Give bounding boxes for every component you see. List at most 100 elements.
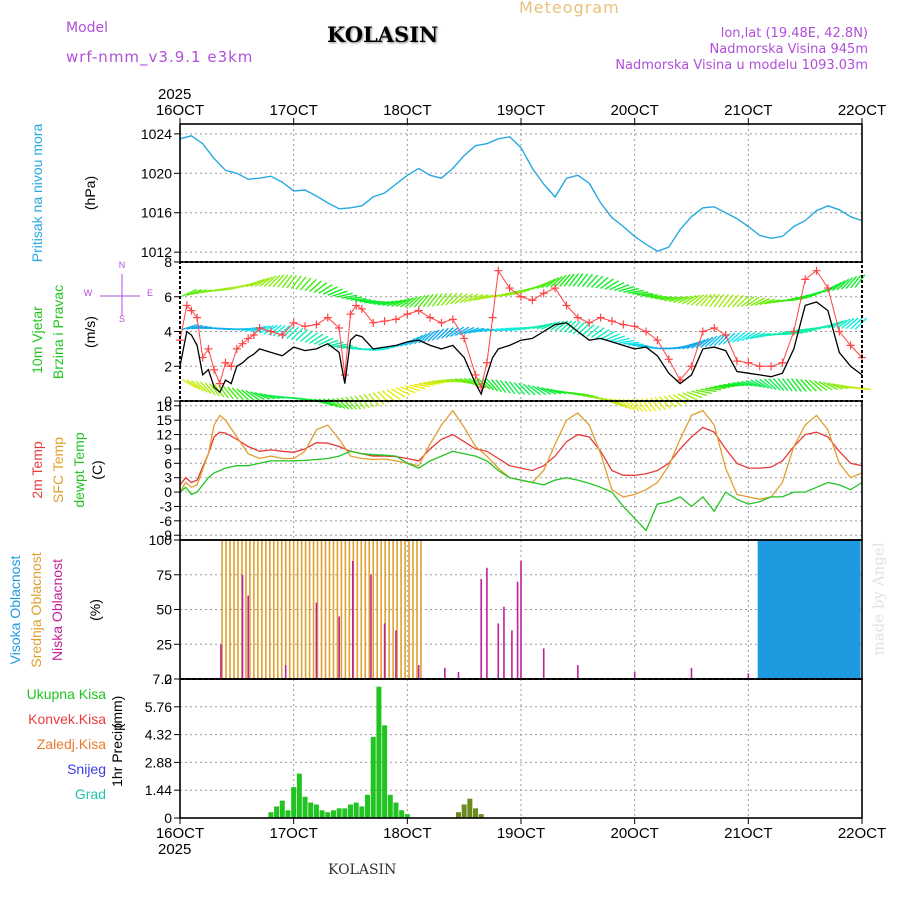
wind-vector xyxy=(391,388,406,398)
wind-vector xyxy=(414,383,431,388)
wind-vector xyxy=(577,273,589,287)
wind-gust-marker xyxy=(227,362,236,371)
wind-vector xyxy=(673,295,689,303)
wind-vector xyxy=(691,339,706,349)
wind-vector xyxy=(245,390,260,401)
wind-vector xyxy=(727,294,739,308)
wind-vector xyxy=(459,326,475,336)
wind-vector xyxy=(614,337,630,343)
wind-gust-marker xyxy=(403,310,412,319)
wind-gust-marker xyxy=(573,313,582,322)
wind-vector xyxy=(450,292,463,305)
wind-vector xyxy=(713,333,727,347)
wind-vector xyxy=(318,337,334,346)
wind-vector xyxy=(682,341,698,350)
high-cloud-bar xyxy=(798,540,803,679)
wind-vector xyxy=(700,336,714,348)
wind-vector xyxy=(372,392,385,405)
wind-gust-marker xyxy=(426,313,435,322)
y-tick-label: 7.2 xyxy=(153,671,173,687)
wind-gust-marker xyxy=(505,284,514,293)
high-cloud-bar xyxy=(812,540,817,679)
wind-vector xyxy=(500,293,517,296)
wind-vector xyxy=(845,275,858,289)
high-cloud-bar xyxy=(781,540,786,679)
precip-bar xyxy=(478,814,484,818)
wind-vector xyxy=(736,331,751,343)
y-tick-label: 1.44 xyxy=(145,782,172,798)
wind-gust-marker xyxy=(721,330,730,339)
temp-line-1 xyxy=(179,409,863,500)
wind-vector xyxy=(409,295,422,308)
precip-bar xyxy=(461,804,467,818)
wind-vector xyxy=(299,277,312,291)
wind-vector xyxy=(741,295,755,308)
wind-vector xyxy=(386,299,403,307)
high-cloud-bar xyxy=(791,540,796,679)
high-cloud-bar xyxy=(856,540,861,679)
wind-vector xyxy=(854,274,866,288)
wind-vector xyxy=(431,328,445,341)
wind-vector xyxy=(832,280,846,292)
wind-gust-marker xyxy=(517,292,525,301)
high-cloud-bar xyxy=(849,540,854,679)
wind-vector xyxy=(572,321,586,335)
y-tick-label: 6 xyxy=(164,455,172,471)
x-tick-label-top: 19OCT xyxy=(497,102,545,119)
wind-gust-marker xyxy=(244,334,253,343)
wind-vector xyxy=(377,300,394,306)
wind-vector xyxy=(804,379,817,392)
wind-vector xyxy=(423,381,440,385)
wind-vector xyxy=(481,378,495,391)
precip-legend-1: Konvek.Kisa xyxy=(28,711,106,727)
wind-vector xyxy=(600,278,614,290)
meteogram-label: Meteogram xyxy=(519,0,620,17)
wind-vector xyxy=(209,383,220,397)
y-tick-label: 1024 xyxy=(141,126,172,142)
wind-vector xyxy=(318,284,333,294)
wind-gust-marker xyxy=(187,306,196,315)
wind-vector xyxy=(382,300,398,306)
high-cloud-bar xyxy=(788,540,793,679)
wind-gust-marker xyxy=(812,266,821,275)
wind-vector xyxy=(613,283,630,292)
wind-vector xyxy=(791,297,808,300)
wind-gust-marker xyxy=(255,324,264,333)
wind-gust-marker xyxy=(278,330,287,339)
wind-vector xyxy=(727,382,744,387)
data-layer xyxy=(176,135,872,818)
wind-gust-marker xyxy=(301,322,310,331)
model-altitude-label: Nadmorska Visina u modelu 1093.03m xyxy=(615,58,868,73)
wind-vector xyxy=(386,389,401,400)
wind-vector xyxy=(327,288,343,296)
axis-label: (m/s) xyxy=(82,316,98,348)
y-tick-label: 1012 xyxy=(141,244,172,260)
y-tick-label: -9 xyxy=(160,527,173,543)
wind-gust-marker xyxy=(801,275,810,284)
wind-vector xyxy=(581,273,594,288)
precip-bar xyxy=(319,810,325,818)
wind-vector xyxy=(341,294,358,299)
wind-vector xyxy=(204,382,216,396)
wind-vector xyxy=(313,335,329,345)
wind-vector xyxy=(559,320,573,332)
wind-gust-marker xyxy=(340,370,349,379)
precip-bar xyxy=(325,812,331,818)
wind-vector xyxy=(354,395,366,410)
high-cloud-bar xyxy=(802,540,807,679)
temp-line-0 xyxy=(179,426,863,486)
x-tick-label-top: 21OCT xyxy=(724,102,772,119)
wind-vector xyxy=(732,382,749,387)
wind-vector xyxy=(786,330,803,334)
y-tick-label: 0 xyxy=(164,393,172,409)
x-tick-label-bottom: 21OCT xyxy=(724,825,772,842)
wind-vector xyxy=(759,378,773,390)
wind-gust-marker xyxy=(488,313,497,322)
wind-vector xyxy=(704,293,716,307)
wind-vector xyxy=(709,386,726,390)
wind-vector xyxy=(654,396,666,411)
high-cloud-bar xyxy=(764,540,769,679)
high-cloud-bar xyxy=(778,540,783,679)
wind-vector xyxy=(263,275,277,287)
wind-vector xyxy=(618,285,635,292)
